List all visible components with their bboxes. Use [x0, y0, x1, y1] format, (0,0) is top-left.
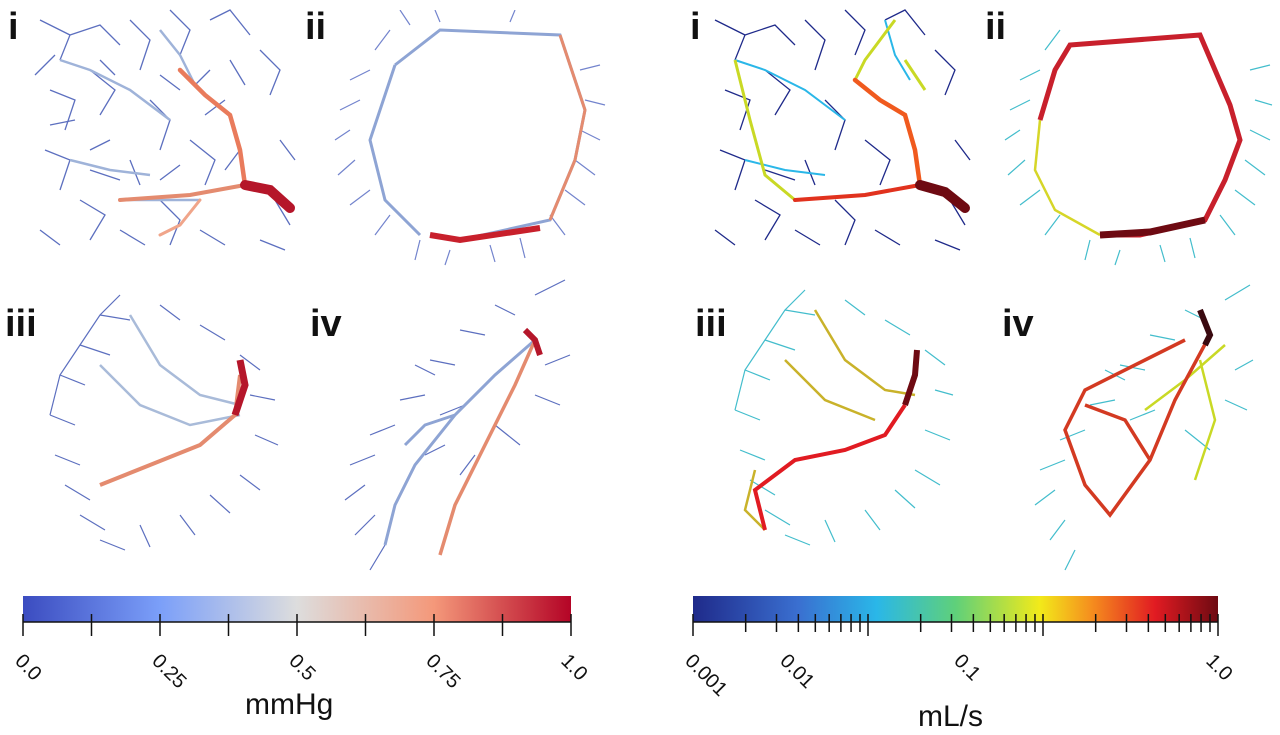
network-root-vessel	[231, 359, 249, 417]
panel-label-right-ii: ii	[985, 6, 1007, 48]
flow-colorbar	[692, 596, 1219, 636]
pressure-tick-label: 0.25	[147, 650, 191, 694]
network-twigs	[734, 289, 954, 546]
pressure-tick-label: 0.75	[421, 650, 465, 694]
network-mid-vessels	[59, 29, 200, 202]
flow-tick-label: 0.1	[949, 650, 985, 686]
network-main-vessel	[438, 339, 537, 556]
network-root-vessel	[1197, 308, 1214, 347]
network-right-arc	[548, 34, 587, 221]
network-twigs	[34, 9, 296, 251]
network-main-vessel	[1037, 32, 1243, 238]
network-main-vessel	[118, 67, 295, 237]
network-mid-vessels	[383, 338, 536, 546]
network-root-vessel	[522, 327, 543, 356]
flow-network-iv	[1034, 284, 1254, 571]
flow-network-iii	[734, 289, 954, 546]
panel-label-left-iv: iv	[310, 303, 342, 345]
network-yellow-vessels	[743, 309, 916, 531]
pressure-colorbar	[22, 596, 572, 636]
network-mid-vessels	[99, 314, 241, 427]
flow-tick-label: 0.001	[680, 650, 732, 701]
network-main-vessel	[1063, 334, 1212, 518]
network-yellow-vessels	[733, 19, 927, 202]
flow-network-ii	[1004, 29, 1273, 266]
pressure-tick-label: 0.5	[284, 650, 320, 686]
flow-tick-label: 0.01	[775, 650, 819, 694]
network-main-vessel	[99, 374, 242, 487]
panel-label-right-iv: iv	[1002, 303, 1034, 345]
network-main-vessel	[752, 403, 907, 531]
pressure-network-iv	[344, 279, 571, 571]
network-twigs	[344, 279, 571, 571]
pressure-network-i	[34, 9, 296, 251]
network-yellow-vessels	[1144, 344, 1226, 481]
network-high-pressure-vessel	[429, 225, 541, 244]
panel-label-left-iii: iii	[5, 303, 37, 345]
network-yellow-vessels	[1033, 119, 1101, 237]
panel-label-right-iii: iii	[695, 303, 727, 345]
flow-network-i	[714, 9, 971, 251]
network-twigs	[1004, 29, 1273, 266]
network-main-vessel	[368, 28, 587, 242]
panel-label-left-i: i	[8, 6, 19, 48]
pressure-tick-label: 0.0	[10, 650, 46, 686]
network-mid-vessels	[734, 19, 911, 176]
pressure-tick-label: 1.0	[556, 650, 592, 686]
panel-label-left-ii: ii	[305, 6, 327, 48]
network-twigs	[334, 10, 606, 266]
flow-unit-label: mL/s	[918, 700, 984, 733]
flow-gradient	[693, 596, 1218, 622]
pressure-network-ii	[334, 10, 606, 266]
pressure-unit-label: mmHg	[245, 688, 334, 721]
network-main-vessel	[793, 77, 970, 213]
network-twigs	[49, 294, 279, 551]
network-root-vessel	[1099, 216, 1206, 239]
panel-label-right-i: i	[690, 6, 701, 48]
flow-tick-label: 1.0	[1201, 650, 1237, 686]
pressure-network-iii	[49, 294, 279, 551]
network-root-vessel	[902, 349, 920, 406]
